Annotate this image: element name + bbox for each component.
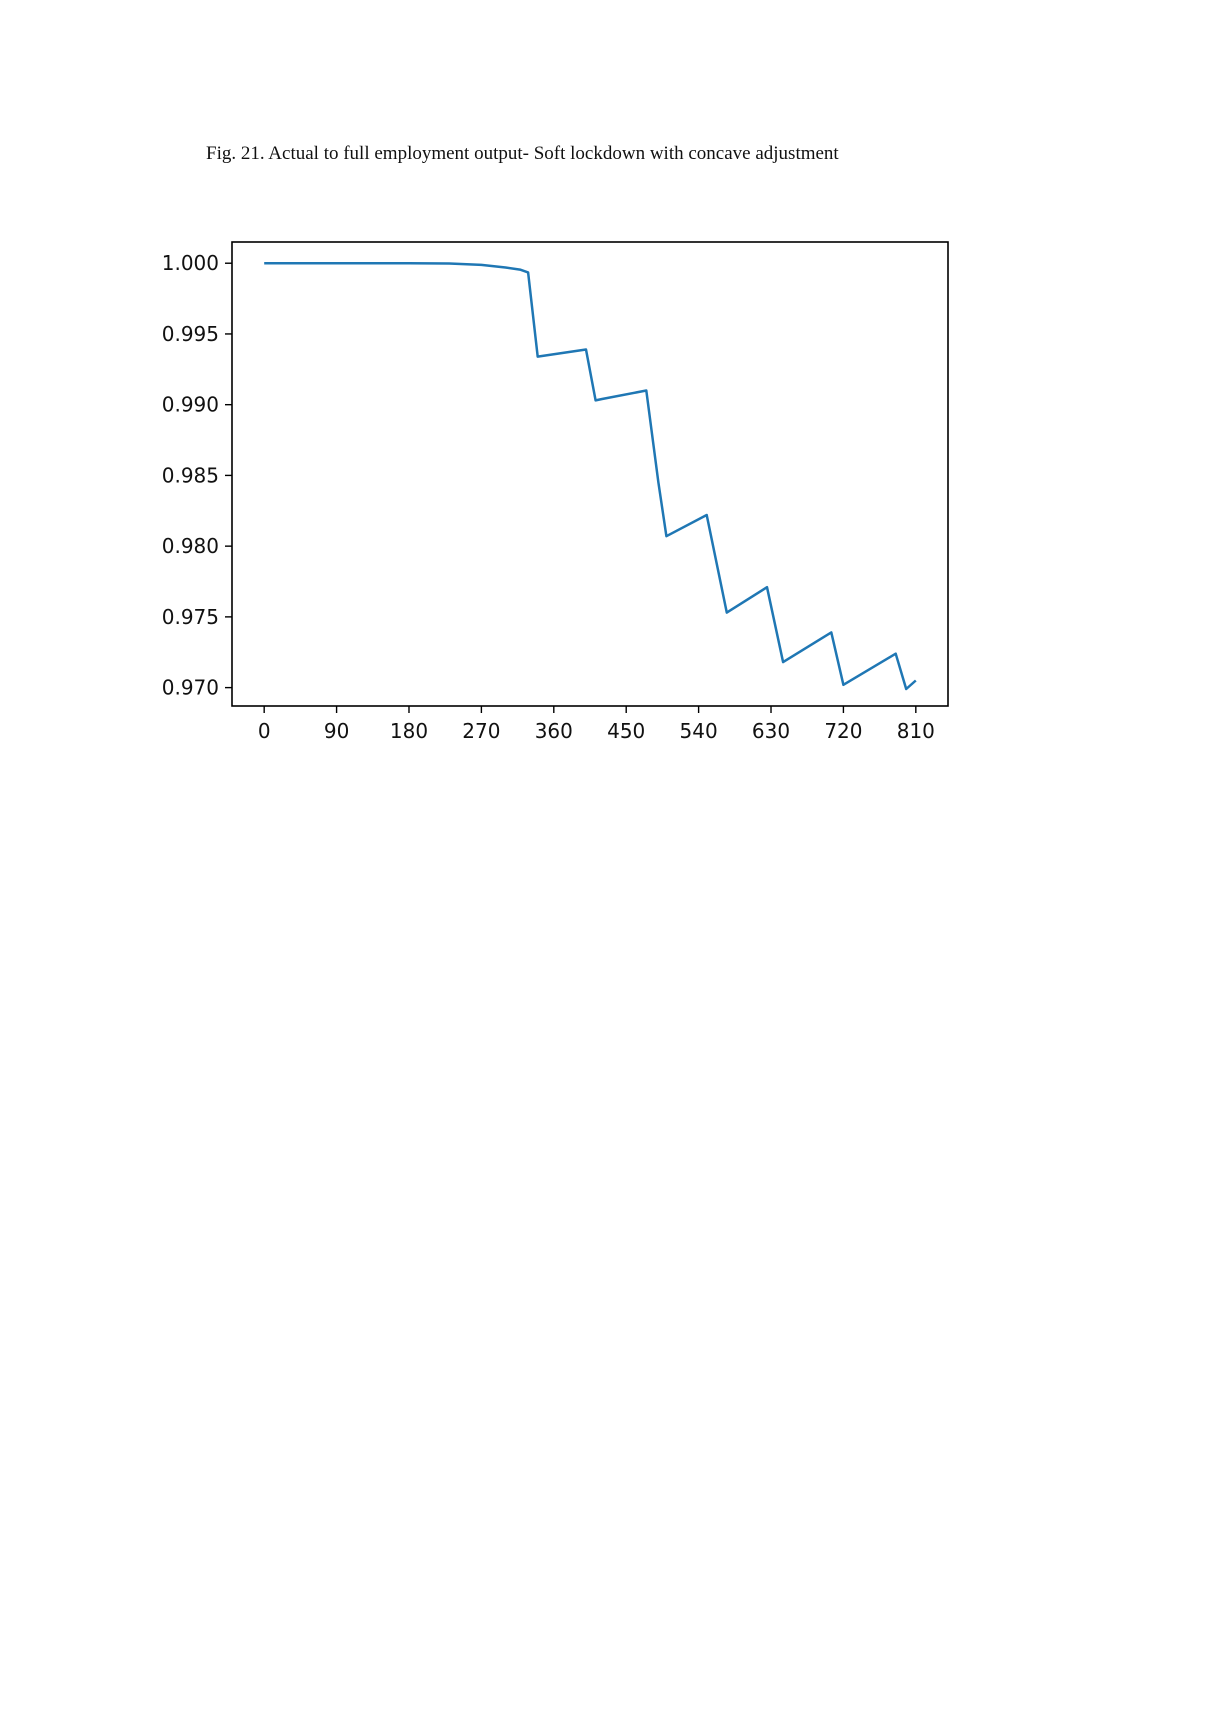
x-tick-label: 90 — [324, 719, 349, 743]
y-tick-label: 1.000 — [162, 251, 219, 275]
y-axis: 1.000 0.995 0.990 0.985 0.980 0.975 0.970 — [162, 251, 232, 700]
x-tick-label: 270 — [462, 719, 500, 743]
y-tick-label: 0.985 — [162, 463, 219, 487]
x-tick-label: 450 — [607, 719, 645, 743]
y-tick-label: 0.970 — [162, 676, 219, 700]
y-tick-label: 0.980 — [162, 534, 219, 558]
x-tick-label: 180 — [390, 719, 428, 743]
y-tick-label: 0.990 — [162, 393, 219, 417]
x-tick-label: 0 — [258, 719, 271, 743]
figure-caption: Fig. 21. Actual to full employment outpu… — [206, 143, 839, 164]
y-tick-label: 0.975 — [162, 605, 219, 629]
x-tick-label: 810 — [897, 719, 935, 743]
x-tick-label: 540 — [680, 719, 718, 743]
x-axis: 0 90 180 270 360 450 540 630 720 810 — [258, 706, 935, 743]
x-tick-label: 630 — [752, 719, 790, 743]
plot-frame — [231, 241, 949, 707]
series-line — [264, 261, 917, 691]
y-tick-label: 0.995 — [162, 322, 219, 346]
x-tick-label: 720 — [824, 719, 862, 743]
x-tick-label: 360 — [535, 719, 573, 743]
